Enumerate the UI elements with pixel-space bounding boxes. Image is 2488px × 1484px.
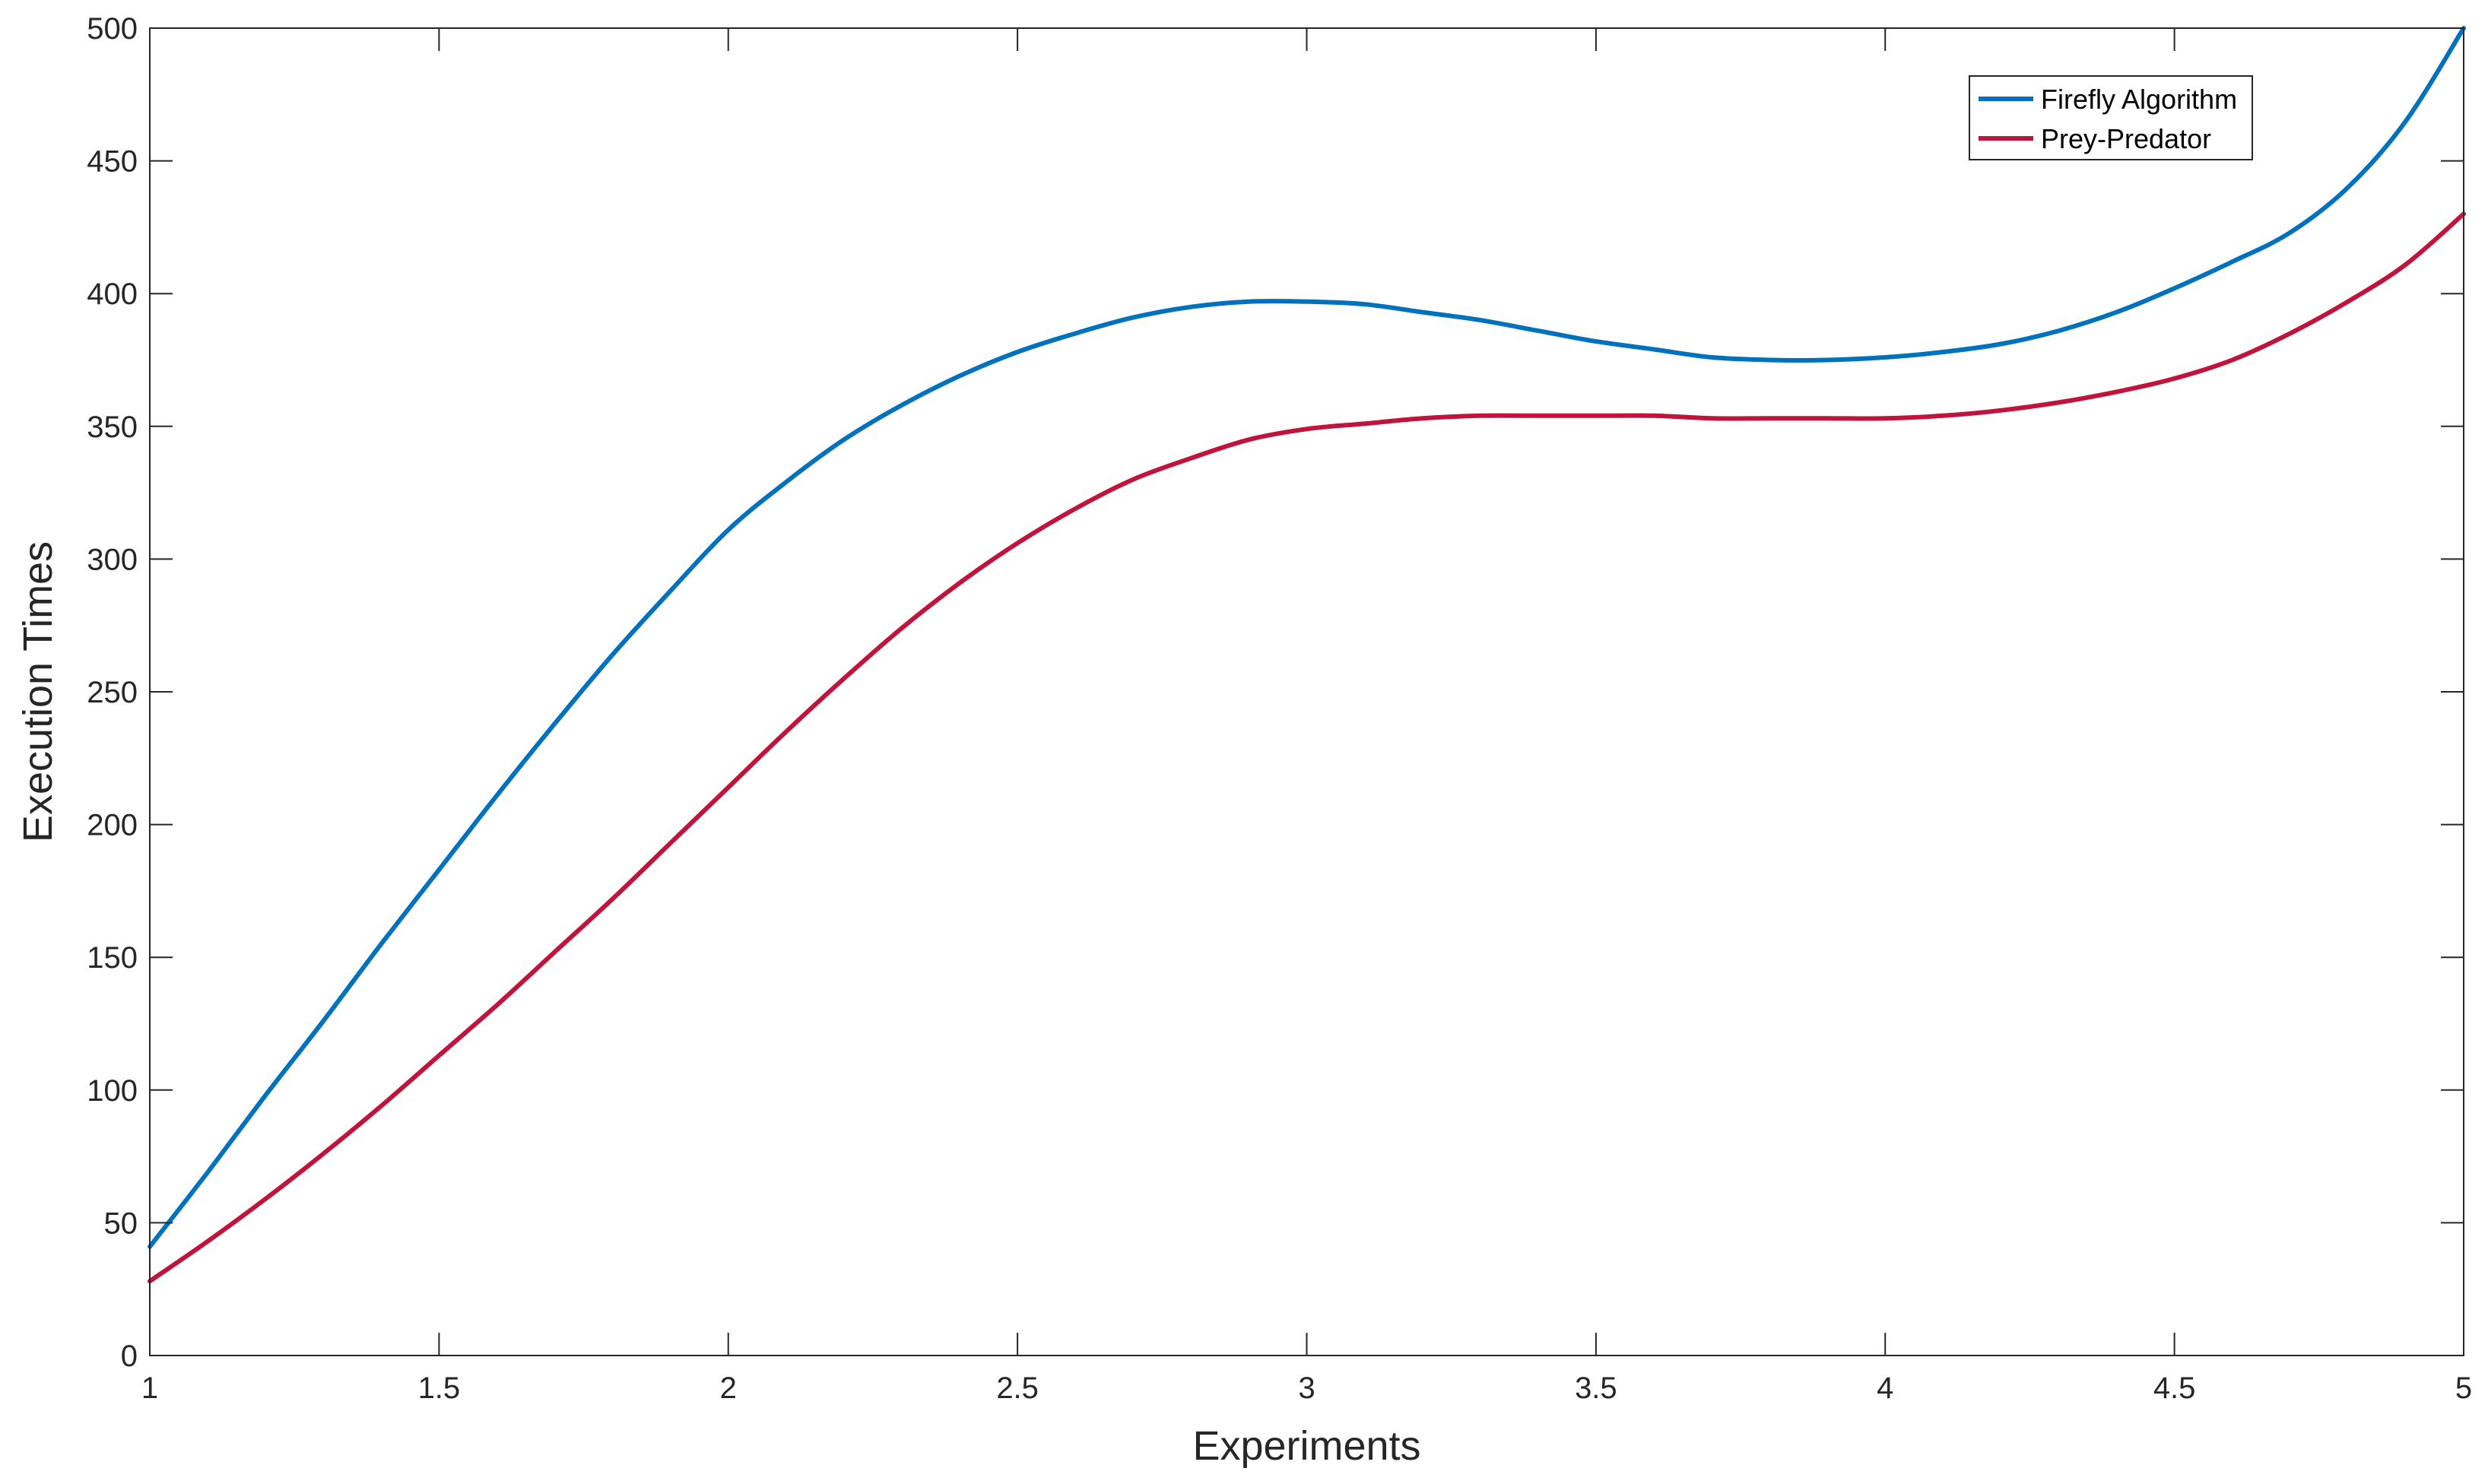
- y-tick-label: 0: [121, 1340, 138, 1373]
- x-tick-label: 3.5: [1575, 1371, 1617, 1405]
- legend: Firefly Algorithm Prey-Predator: [1969, 75, 2253, 160]
- x-tick-label: 4.5: [2153, 1371, 2196, 1405]
- y-axis-label: Execution Times: [15, 541, 61, 842]
- series-line-prey-predator: [148, 211, 2466, 1284]
- legend-box: [1969, 75, 2253, 160]
- series-line-firefly: [148, 26, 2466, 1249]
- y-tick-label: 400: [87, 277, 138, 311]
- y-tick-label: 150: [87, 941, 138, 975]
- y-tick-label: 200: [87, 809, 138, 842]
- x-tick-label: 1: [141, 1371, 158, 1405]
- legend-entry-prey-predator: Prey-Predator: [2041, 123, 2211, 154]
- x-tick-label: 4: [1877, 1371, 1893, 1405]
- y-tick-label: 100: [87, 1074, 138, 1108]
- y-tick-label: 500: [87, 12, 138, 46]
- axes: [149, 27, 2464, 1356]
- x-tick-label: 2: [720, 1371, 737, 1405]
- x-axis-label: Experiments: [1192, 1423, 1420, 1469]
- x-tick-label: 3: [1298, 1371, 1315, 1405]
- series-lines: [148, 26, 2466, 1284]
- y-tick-label: 350: [87, 411, 138, 444]
- y-tick-label: 50: [104, 1207, 138, 1240]
- y-tick-label: 450: [87, 145, 138, 179]
- x-tick-label: 2.5: [996, 1371, 1039, 1405]
- y-tick-label: 300: [87, 543, 138, 576]
- tick-labels: 1 1.5 2 2.5 3 3.5 4 4.5 505010015020025030035040…: [87, 12, 2472, 1405]
- x-tick-label: 5: [2455, 1371, 2472, 1405]
- legend-entry-firefly: Firefly Algorithm: [2041, 84, 2237, 115]
- y-tick-label: 250: [87, 676, 138, 709]
- x-tick-label: 1.5: [418, 1371, 461, 1405]
